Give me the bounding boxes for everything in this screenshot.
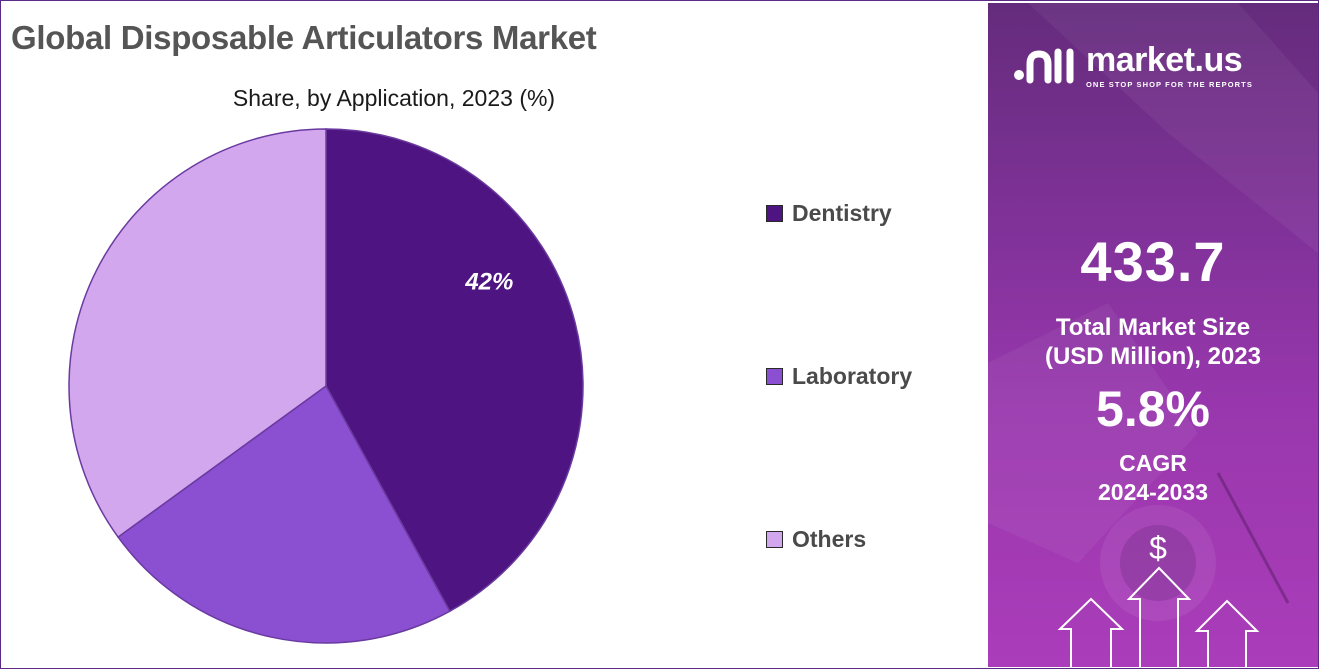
legend-label-laboratory: Laboratory bbox=[792, 363, 913, 389]
legend-label-others: Others bbox=[792, 526, 867, 552]
brand-name: market.us bbox=[1086, 41, 1243, 79]
cagr-label-line-1: CAGR bbox=[1119, 450, 1187, 476]
legend-label-dentistry: Dentistry bbox=[792, 200, 892, 226]
arrow-up-icon-left bbox=[1057, 597, 1125, 667]
legend-swatch-dentistry bbox=[766, 205, 783, 222]
market-size-label-line-1: Total Market Size bbox=[1055, 314, 1251, 341]
market-us-logo-icon bbox=[1014, 48, 1074, 84]
legend-item-dentistry: Dentistry bbox=[766, 200, 892, 227]
pie-chart: 42% bbox=[68, 128, 584, 644]
legend-swatch-others bbox=[766, 531, 783, 548]
legend-item-others: Others bbox=[766, 526, 866, 553]
panel-background-art: $ bbox=[988, 3, 1318, 667]
chart-area: Global Disposable Articulators Market Sh… bbox=[1, 1, 987, 668]
pie-slice-dentistry bbox=[325, 128, 584, 613]
info-panel: $ market.us ONE STOP SHOP FOR THE REPORT… bbox=[988, 3, 1318, 667]
dollar-icon: $ bbox=[1149, 530, 1167, 566]
market-size-value: 433.7 bbox=[1080, 230, 1226, 293]
arrow-up-icon-right bbox=[1194, 599, 1260, 667]
pie-slice-laboratory bbox=[117, 384, 451, 644]
market-size-label: Total Market Size (USD Million), 2023 bbox=[988, 313, 1318, 371]
legend-item-laboratory: Laboratory bbox=[766, 363, 912, 390]
brand-logo: market.us ONE STOP SHOP FOR THE REPORTS bbox=[1012, 43, 1253, 89]
pie-slice-others bbox=[68, 128, 327, 539]
market-size-label-line-2: (USD Million), 2023 bbox=[1044, 343, 1262, 370]
brand-tagline: ONE STOP SHOP FOR THE REPORTS bbox=[1086, 80, 1253, 89]
cagr-label: CAGR 2024-2033 bbox=[988, 449, 1318, 507]
cagr-value: 5.8% bbox=[1096, 381, 1210, 437]
legend-swatch-laboratory bbox=[766, 368, 783, 385]
cagr-label-line-2: 2024-2033 bbox=[1098, 479, 1208, 505]
chart-subtitle: Share, by Application, 2023 (%) bbox=[232, 85, 556, 111]
brand-text: market.us ONE STOP SHOP FOR THE REPORTS bbox=[1086, 43, 1253, 89]
data-label-dentistry: 42% bbox=[464, 269, 513, 296]
chart-title: Global Disposable Articulators Market bbox=[11, 19, 597, 56]
arrow-up-icon-middle bbox=[1126, 566, 1192, 667]
